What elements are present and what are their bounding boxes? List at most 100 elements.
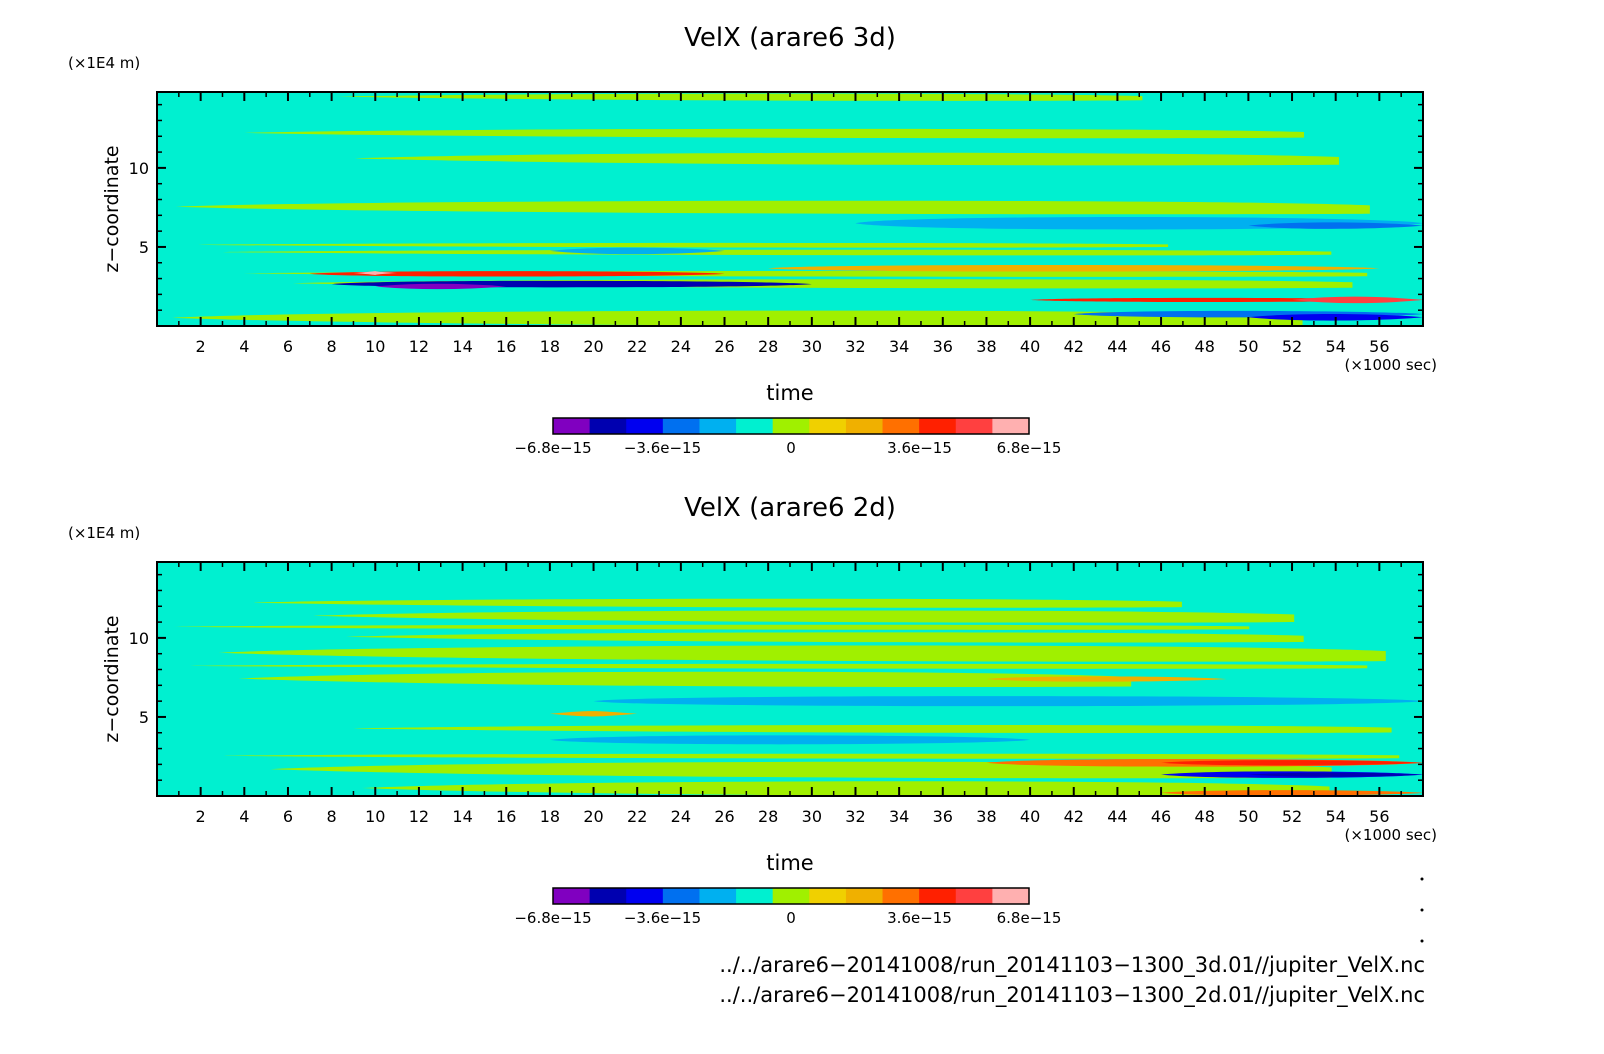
contour-feature <box>549 735 1031 745</box>
colorbar-tick-label: −6.8e−15 <box>514 439 591 457</box>
x-tick-label: 6 <box>283 337 293 356</box>
contour-band <box>270 761 1332 779</box>
x-tick-label: 6 <box>283 807 293 826</box>
colorbar-swatch <box>882 418 920 434</box>
contour-band <box>346 632 1304 643</box>
x-tick-label: 30 <box>802 807 822 826</box>
y-unit-label: (×1E4 m) <box>68 524 140 542</box>
heatmap-field <box>157 92 1423 326</box>
colorbar-swatch <box>589 888 627 904</box>
x-tick-label: 46 <box>1151 807 1171 826</box>
x-unit-label: (×1000 sec) <box>1344 356 1437 374</box>
y-tick-label: 5 <box>139 238 149 257</box>
colorbar-swatch <box>919 888 957 904</box>
contour-band <box>173 624 1250 630</box>
colorbar-tick-label: −6.8e−15 <box>514 909 591 927</box>
colorbar-tick-label: 6.8e−15 <box>997 909 1062 927</box>
x-tick-label: 14 <box>452 337 472 356</box>
x-tick-label: 34 <box>889 337 909 356</box>
colorbar-tick-label: 3.6e−15 <box>887 909 952 927</box>
x-tick-label: 30 <box>802 337 822 356</box>
x-tick-label: 18 <box>540 807 560 826</box>
x-tick-label: 50 <box>1238 807 1258 826</box>
colorbar-tick-label: 3.6e−15 <box>887 439 952 457</box>
contour-band <box>333 93 1143 101</box>
file-path-2d: ../../arare6−20141008/run_20141103−1300_… <box>719 983 1425 1008</box>
contour-band <box>251 598 1182 608</box>
heatmap-field <box>157 562 1423 796</box>
chart-title: VelX (arare6 2d) <box>684 493 896 523</box>
marker-dot <box>1420 877 1424 881</box>
contour-band <box>362 781 1330 796</box>
contour-band <box>352 725 1392 734</box>
x-tick-label: 8 <box>327 337 337 356</box>
x-tick-label: 16 <box>496 337 516 356</box>
contour-band <box>218 645 1386 662</box>
contour-band <box>244 128 1305 139</box>
colorbar-swatch <box>736 418 774 434</box>
colorbar-swatch <box>772 418 810 434</box>
y-tick-label: 10 <box>129 159 149 178</box>
colorbar-tick-label: 0 <box>786 439 796 457</box>
x-tick-label: 16 <box>496 807 516 826</box>
contour-feature <box>1248 772 1423 777</box>
x-tick-label: 52 <box>1282 807 1302 826</box>
x-tick-label: 24 <box>671 807 691 826</box>
x-axis-ticks: 2 4 6 8 10 12 14 16 18 20 22 24 26 28 30 32 34 36 38 40 42 44… <box>178 562 1402 826</box>
x-tick-label: 12 <box>409 807 429 826</box>
contour-feature <box>986 676 1227 682</box>
contour-feature <box>1292 296 1423 304</box>
x-tick-label: 18 <box>540 337 560 356</box>
x-tick-label: 48 <box>1195 807 1215 826</box>
x-tick-label: 22 <box>627 807 647 826</box>
colorbar-tick-label: 6.8e−15 <box>997 439 1062 457</box>
marker-dot <box>1420 939 1424 943</box>
contour-feature <box>549 247 725 255</box>
marker-dot <box>1420 908 1424 912</box>
x-tick-label: 14 <box>452 807 472 826</box>
x-tick-label: 2 <box>196 337 206 356</box>
x-tick-label: 28 <box>758 807 778 826</box>
x-tick-label: 20 <box>583 807 603 826</box>
x-axis-ticks: 2 4 6 8 10 12 14 16 18 20 22 24 26 28 30 32 34 36 38 40 42 44… <box>178 92 1402 356</box>
x-tick-label: 10 <box>365 807 385 826</box>
contour-band <box>238 671 1132 688</box>
x-tick-label: 38 <box>976 337 996 356</box>
colorbar-swatch <box>699 888 737 904</box>
colorbar-swatch <box>955 418 993 434</box>
contour-band <box>172 310 1303 326</box>
colorbar-swatch <box>589 418 627 434</box>
colorbar-swatch <box>626 418 664 434</box>
colorbar-frame <box>552 887 1030 905</box>
x-unit-label: (×1000 sec) <box>1344 826 1437 844</box>
file-path-3d: ../../arare6−20141008/run_20141103−1300_… <box>719 953 1425 978</box>
y-axis-label: z−coordinate <box>101 145 123 272</box>
x-tick-label: 54 <box>1326 807 1346 826</box>
colorbar-swatch <box>809 418 847 434</box>
x-tick-label: 50 <box>1238 337 1258 356</box>
x-tick-label: 38 <box>976 807 996 826</box>
x-tick-label: 42 <box>1064 807 1084 826</box>
x-tick-label: 44 <box>1107 807 1127 826</box>
contour-feature <box>1248 222 1423 229</box>
x-tick-label: 4 <box>239 337 249 356</box>
x-tick-label: 36 <box>933 337 953 356</box>
contour-band <box>222 249 1332 256</box>
colorbar-swatch <box>553 418 591 434</box>
x-tick-label: 8 <box>327 807 337 826</box>
contour-band <box>189 663 1368 669</box>
contour-band <box>175 200 1370 215</box>
contour-feature <box>375 283 507 290</box>
x-tick-label: 20 <box>583 337 603 356</box>
colorbar-swatch <box>662 418 700 434</box>
x-tick-label: 24 <box>671 337 691 356</box>
y-unit-label: (×1E4 m) <box>68 54 140 72</box>
x-tick-label: 46 <box>1151 337 1171 356</box>
colorbar-swatch <box>845 418 884 434</box>
x-tick-label: 40 <box>1020 337 1040 356</box>
x-tick-label: 52 <box>1282 337 1302 356</box>
colorbar-swatch <box>992 888 1030 904</box>
colorbar-swatch <box>992 418 1030 434</box>
colorbar-swatch <box>736 888 774 904</box>
